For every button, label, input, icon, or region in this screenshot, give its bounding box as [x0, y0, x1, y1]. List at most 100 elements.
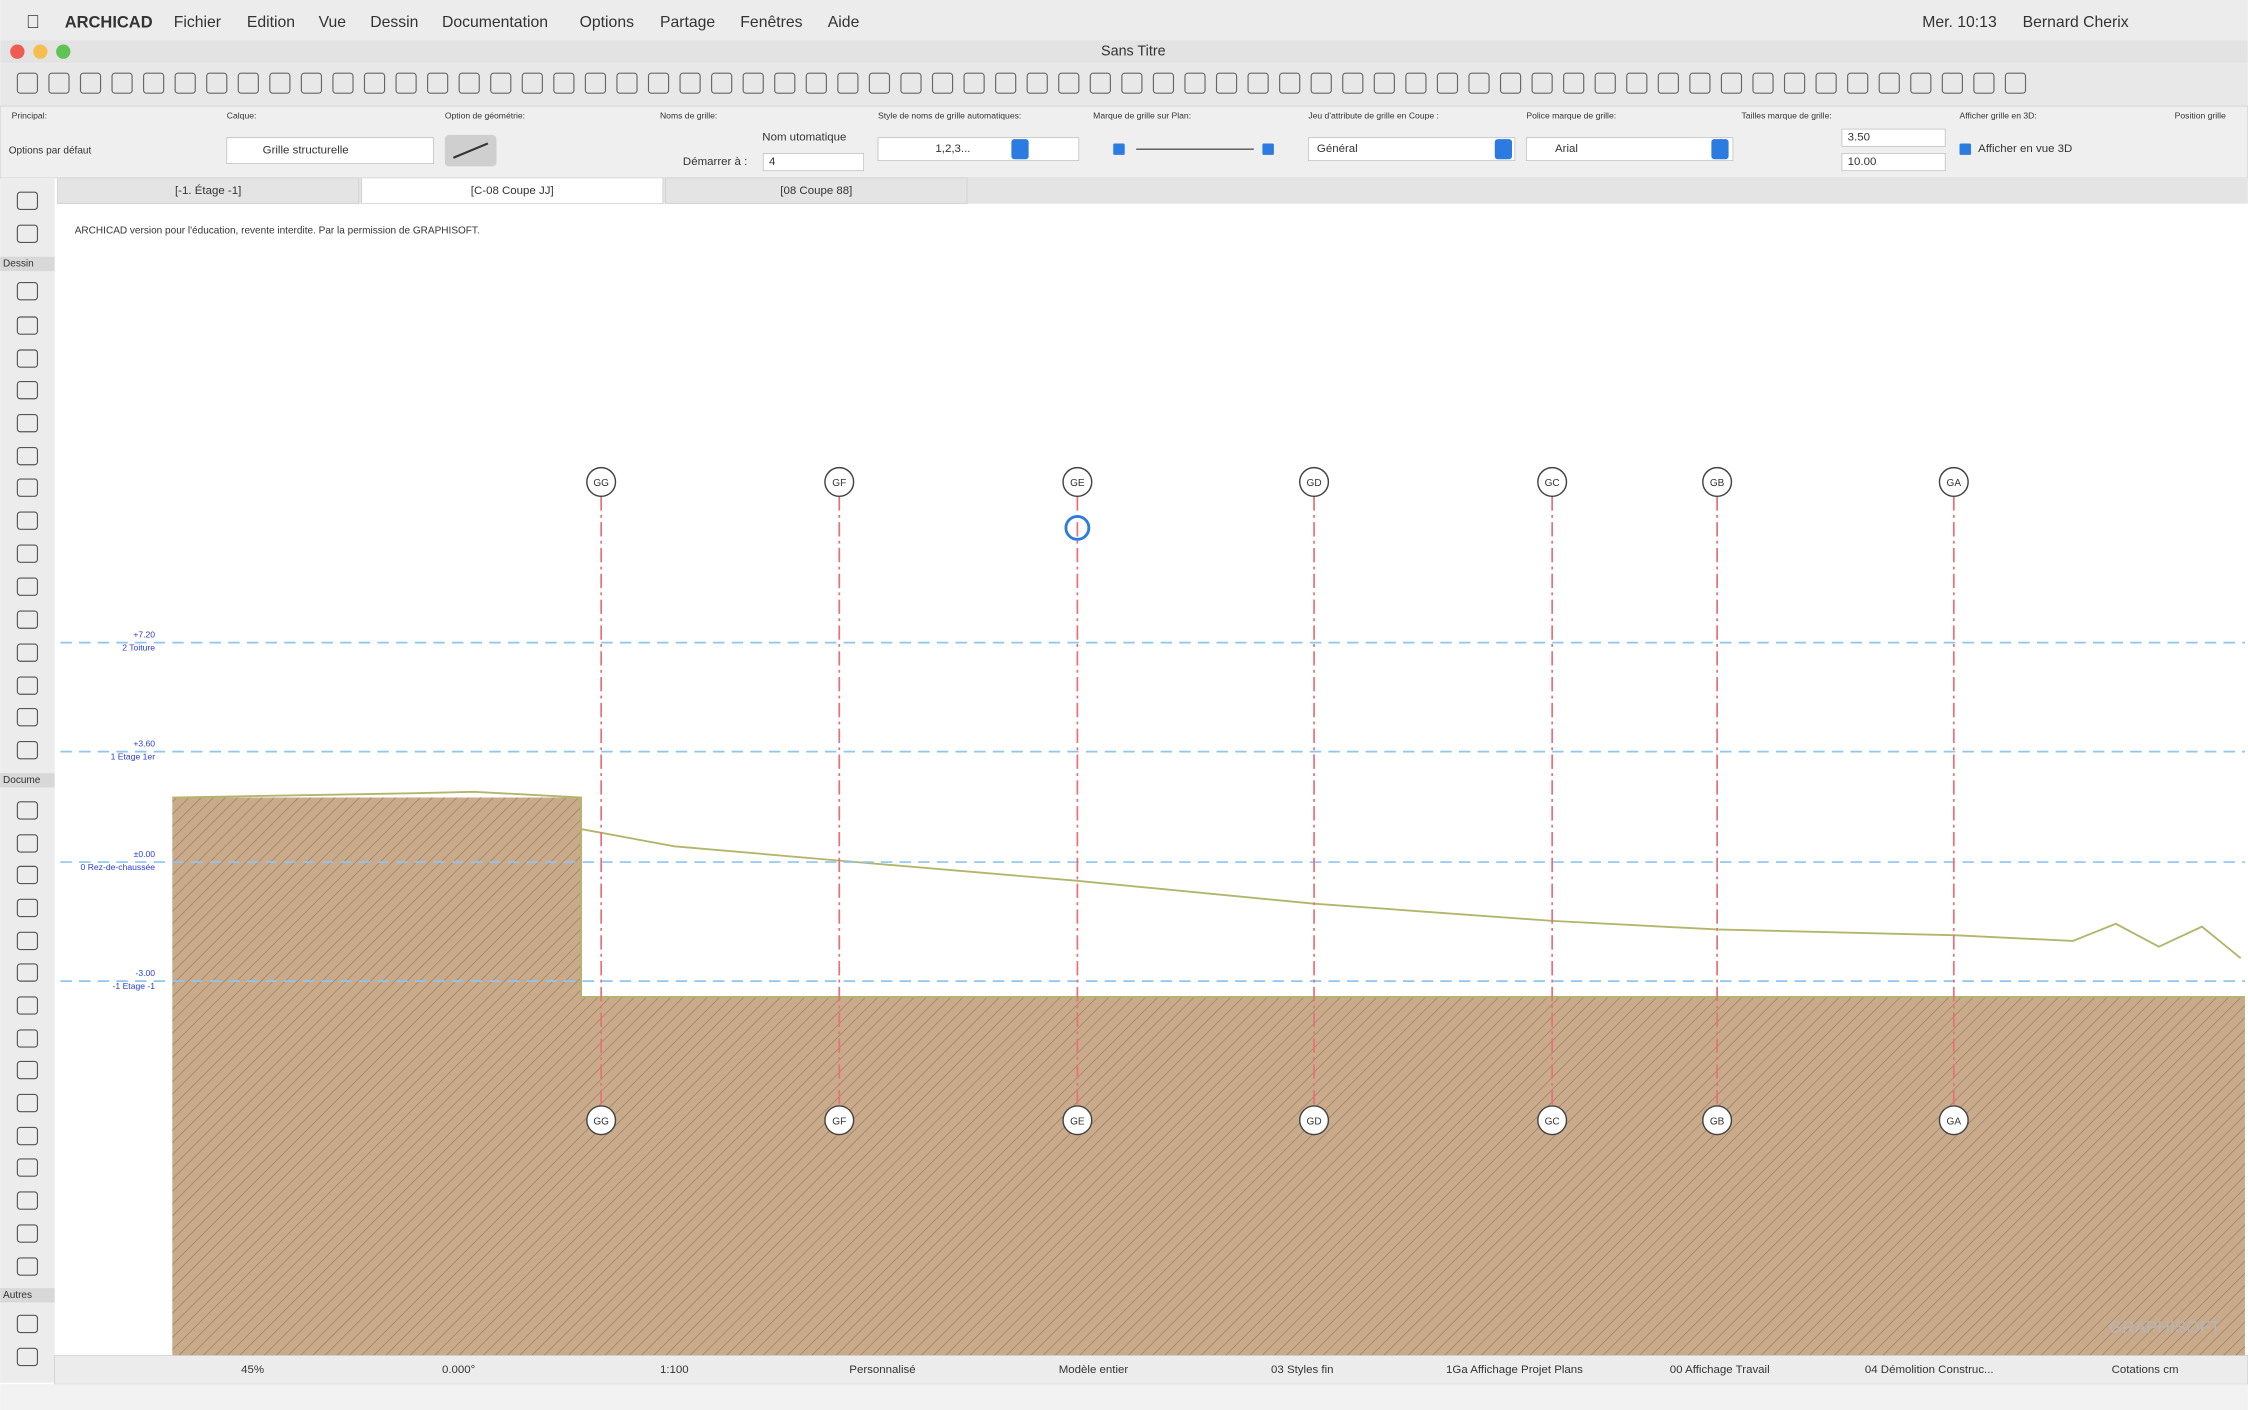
tool-button[interactable] — [16, 316, 39, 335]
attribute-value[interactable]: Général — [1317, 143, 1358, 155]
size-field[interactable] — [1841, 128, 1946, 147]
tool-icon[interactable] — [174, 72, 196, 94]
tool-icon[interactable] — [1973, 72, 1995, 94]
grid-bubble[interactable] — [1702, 1105, 1733, 1136]
status-item[interactable]: Modèle entier — [1059, 1364, 1129, 1376]
tool-icon[interactable] — [206, 72, 228, 94]
menu-item[interactable]: Fenêtres — [740, 14, 802, 31]
tool-icon[interactable] — [1342, 72, 1364, 94]
tool-button[interactable] — [16, 931, 39, 951]
tool-icon[interactable] — [1058, 72, 1080, 94]
tool-icon[interactable] — [1752, 72, 1774, 94]
tool-button[interactable] — [16, 446, 39, 466]
tool-icon[interactable] — [616, 72, 638, 94]
tool-button[interactable] — [16, 1060, 39, 1080]
tool-icon[interactable] — [1152, 72, 1175, 94]
tool-icon[interactable] — [79, 72, 102, 94]
status-item[interactable]: Cotations cm — [2112, 1364, 2179, 1376]
menu-item[interactable]: Aide — [828, 14, 860, 31]
close-button[interactable] — [10, 44, 25, 59]
layer-field[interactable] — [226, 137, 434, 164]
grid-bubble[interactable] — [586, 1105, 617, 1136]
grid-bubble[interactable] — [1062, 1105, 1093, 1136]
tool-icon[interactable] — [1468, 72, 1490, 94]
style-field[interactable] — [877, 137, 1080, 162]
tool-icon[interactable] — [521, 72, 543, 94]
font-dropdown[interactable] — [1711, 139, 1729, 160]
tool-button[interactable] — [16, 610, 39, 629]
tool-icon[interactable] — [427, 72, 449, 94]
tool-button[interactable] — [16, 1191, 39, 1210]
grid-bubble[interactable] — [824, 1105, 855, 1136]
tool-icon[interactable] — [963, 72, 985, 94]
grid-bubble[interactable] — [1298, 1105, 1330, 1136]
tool-icon[interactable] — [1121, 72, 1143, 94]
tool-button[interactable] — [16, 224, 39, 243]
tool-icon[interactable] — [1184, 72, 1206, 94]
tool-icon[interactable] — [395, 72, 417, 94]
tool-button[interactable] — [16, 1224, 39, 1243]
tool-icon[interactable] — [1783, 72, 1806, 94]
tool-icon[interactable] — [1657, 72, 1679, 94]
size-1[interactable]: 3.50 — [1848, 132, 1870, 144]
tool-icon[interactable] — [1247, 72, 1269, 94]
tool-button[interactable] — [16, 1158, 39, 1177]
tool-icon[interactable] — [332, 72, 354, 94]
app-name[interactable]: ARCHICAD — [65, 13, 153, 31]
tab-label[interactable]: [C-08 Coupe JJ] — [471, 185, 554, 197]
minimize-button[interactable] — [33, 44, 48, 59]
checkbox[interactable] — [1959, 143, 1972, 155]
grid-bubble[interactable] — [1062, 466, 1093, 498]
tool-button[interactable] — [16, 996, 39, 1015]
tool-icon[interactable] — [1910, 72, 1932, 94]
tool-icon[interactable] — [711, 72, 733, 94]
menu-item[interactable]: Edition — [247, 14, 295, 31]
grid-bubble[interactable] — [1537, 466, 1568, 498]
tab[interactable] — [665, 177, 968, 205]
tool-icon[interactable] — [490, 72, 512, 94]
tool-button[interactable] — [16, 801, 39, 820]
font-field[interactable] — [1525, 137, 1734, 162]
status-item[interactable]: 00 Affichage Travail — [1670, 1364, 1770, 1376]
tab[interactable] — [361, 177, 664, 205]
tool-button[interactable] — [16, 380, 39, 400]
zoom-button[interactable] — [56, 44, 71, 59]
tool-icon[interactable] — [237, 72, 259, 94]
tab-label[interactable]: [08 Coupe 88] — [780, 185, 852, 197]
tool-icon[interactable] — [1594, 72, 1616, 94]
tool-button[interactable] — [16, 544, 39, 563]
tool-button[interactable] — [16, 1126, 39, 1146]
tool-button[interactable] — [16, 191, 39, 210]
menu-item[interactable]: Dessin — [370, 14, 418, 31]
tool-icon[interactable] — [300, 72, 323, 94]
tool-icon[interactable] — [1720, 72, 1743, 94]
tool-icon[interactable] — [647, 72, 670, 94]
tool-icon[interactable] — [363, 72, 386, 94]
style-value[interactable]: 1,2,3... — [935, 143, 970, 155]
tool-icon[interactable] — [1815, 72, 1837, 94]
menu-item[interactable]: Options — [580, 14, 634, 31]
tool-button[interactable] — [16, 1314, 39, 1334]
tool-icon[interactable] — [995, 72, 1017, 94]
grid-bubble[interactable] — [586, 466, 617, 498]
menu-item[interactable]: Vue — [319, 14, 347, 31]
clock[interactable]: Mer. 10:13 — [1922, 14, 1997, 31]
status-item[interactable]: 03 Styles fin — [1271, 1364, 1333, 1376]
tool-icon[interactable] — [1215, 72, 1238, 94]
attribute-dropdown[interactable] — [1494, 139, 1513, 160]
tool-icon[interactable] — [1499, 72, 1522, 94]
tool-icon[interactable] — [553, 72, 575, 94]
grid-bubble[interactable] — [1298, 466, 1330, 498]
tool-icon[interactable] — [1689, 72, 1711, 94]
tool-button[interactable] — [16, 1257, 39, 1276]
status-item[interactable]: Personnalisé — [849, 1364, 915, 1376]
tool-icon[interactable] — [1436, 72, 1459, 94]
tool-icon[interactable] — [742, 72, 764, 94]
checkbox[interactable] — [1113, 143, 1125, 155]
tool-icon[interactable] — [1878, 72, 1900, 94]
tool-icon[interactable] — [1026, 72, 1048, 94]
tool-icon[interactable] — [1279, 72, 1301, 94]
tool-icon[interactable] — [16, 72, 39, 94]
tool-icon[interactable] — [1089, 72, 1111, 94]
tool-button[interactable] — [16, 577, 39, 596]
